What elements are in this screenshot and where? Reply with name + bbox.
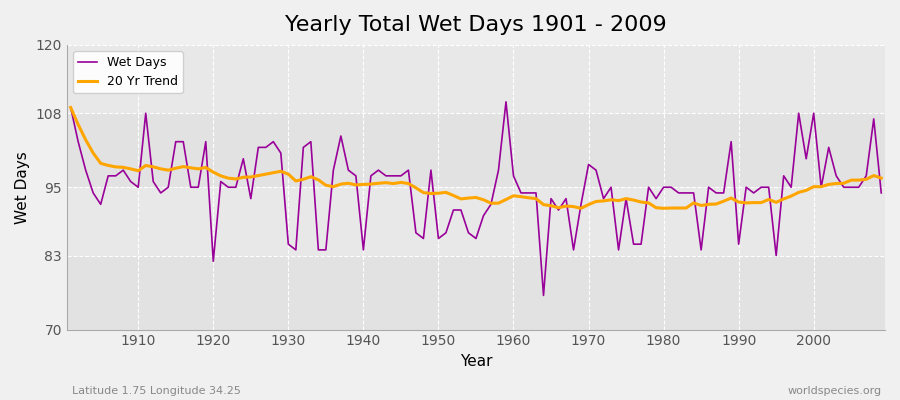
20 Yr Trend bbox=[66, 105, 77, 110]
Wet Days bbox=[291, 248, 302, 252]
Wet Days bbox=[538, 293, 549, 298]
Wet Days bbox=[516, 190, 526, 195]
20 Yr Trend bbox=[876, 176, 886, 180]
Line: 20 Yr Trend: 20 Yr Trend bbox=[71, 108, 881, 208]
Legend: Wet Days, 20 Yr Trend: Wet Days, 20 Yr Trend bbox=[73, 51, 183, 93]
20 Yr Trend bbox=[508, 193, 519, 198]
Bar bbox=[67, 113, 885, 187]
Wet Days bbox=[500, 100, 511, 104]
Wet Days bbox=[613, 248, 624, 252]
Wet Days bbox=[876, 190, 886, 195]
20 Yr Trend bbox=[576, 206, 587, 211]
Line: Wet Days: Wet Days bbox=[71, 102, 881, 296]
Text: Latitude 1.75 Longitude 34.25: Latitude 1.75 Longitude 34.25 bbox=[72, 386, 241, 396]
Wet Days bbox=[336, 134, 346, 138]
Text: worldspecies.org: worldspecies.org bbox=[788, 386, 882, 396]
20 Yr Trend bbox=[125, 166, 136, 171]
Wet Days bbox=[508, 174, 519, 178]
20 Yr Trend bbox=[336, 182, 346, 186]
20 Yr Trend bbox=[291, 178, 302, 183]
X-axis label: Year: Year bbox=[460, 354, 492, 369]
20 Yr Trend bbox=[500, 197, 511, 202]
Wet Days bbox=[66, 105, 77, 110]
Wet Days bbox=[125, 179, 136, 184]
Title: Yearly Total Wet Days 1901 - 2009: Yearly Total Wet Days 1901 - 2009 bbox=[285, 15, 667, 35]
Bar bbox=[67, 256, 885, 330]
20 Yr Trend bbox=[606, 197, 616, 202]
Y-axis label: Wet Days: Wet Days bbox=[15, 151, 30, 224]
